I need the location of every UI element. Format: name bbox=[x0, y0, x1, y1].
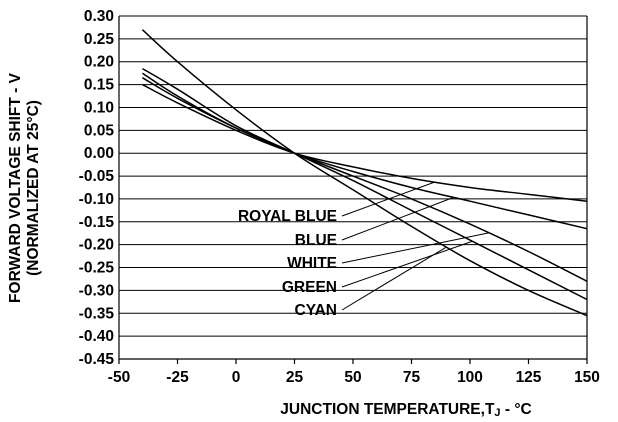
series-label-blue: BLUE bbox=[295, 232, 337, 249]
x-tick-label: 100 bbox=[457, 369, 483, 386]
y-tick-label: 0.30 bbox=[84, 8, 114, 25]
leader-line-cyan bbox=[341, 246, 447, 311]
series-label-green: GREEN bbox=[282, 279, 337, 296]
y-tick-label: -0.05 bbox=[79, 168, 115, 185]
leader-line-royal-blue bbox=[341, 181, 436, 217]
x-tick-label: 0 bbox=[232, 369, 241, 386]
y-tick-label: -0.30 bbox=[79, 282, 114, 299]
y-tick-label: 0.20 bbox=[84, 54, 114, 71]
x-tick-label: 25 bbox=[286, 369, 304, 386]
x-tick-label: 50 bbox=[344, 369, 361, 386]
series-label-cyan: CYAN bbox=[295, 302, 338, 319]
x-tick-label: 125 bbox=[516, 369, 542, 386]
leader-line-blue bbox=[341, 196, 454, 241]
series-line-royal-blue bbox=[142, 83, 588, 202]
x-tick-labels: -50 -25 0 25 50 75 100 125 150 bbox=[108, 369, 600, 386]
series-line-cyan bbox=[141, 29, 588, 317]
y-tick-label: -0.45 bbox=[79, 351, 115, 368]
x-tick-label: -50 bbox=[108, 369, 130, 386]
y-tick-label: 0.25 bbox=[84, 31, 115, 48]
y-tick-label: 0.10 bbox=[84, 99, 114, 116]
y-tick-label: -0.15 bbox=[79, 214, 115, 231]
series-label-white: WHITE bbox=[287, 255, 337, 272]
series-label-royal-blue: ROYAL BLUE bbox=[238, 208, 337, 225]
y-tick-labels: 0.30 0.25 0.20 0.15 0.10 0.05 0.00 -0.05 -0.10 -0… bbox=[79, 8, 115, 368]
leader-line-white bbox=[341, 232, 489, 264]
axes bbox=[118, 16, 588, 364]
series-line-green bbox=[142, 67, 588, 301]
x-tick-label: 150 bbox=[574, 369, 600, 386]
y-tick-label: -0.35 bbox=[79, 305, 115, 322]
y-tick-label: 0.00 bbox=[84, 145, 114, 162]
x-axis-title: JUNCTION TEMPERATURE,TJ - °C bbox=[280, 401, 531, 419]
y-tick-label: -0.40 bbox=[79, 328, 114, 345]
y-tick-label: 0.05 bbox=[84, 122, 115, 139]
y-tick-label: -0.10 bbox=[79, 191, 114, 208]
series-line-blue bbox=[142, 77, 588, 230]
y-axis-title-line-2: (NORMALIZED AT 25°C) bbox=[25, 100, 42, 276]
grid-lines bbox=[119, 15, 587, 360]
y-tick-label: -0.25 bbox=[79, 260, 115, 277]
x-tick-label: -25 bbox=[166, 369, 189, 386]
y-axis-title-line-1: FORWARD VOLTAGE SHIFT - V bbox=[7, 72, 24, 303]
x-tick-label: 75 bbox=[403, 369, 421, 386]
y-tick-label: 0.15 bbox=[84, 77, 115, 94]
series-line-white bbox=[141, 72, 588, 282]
leader-line-green bbox=[341, 240, 473, 288]
y-tick-label: -0.20 bbox=[79, 237, 114, 254]
series-labels: ROYAL BLUE BLUE WHITE GREEN CYAN bbox=[238, 181, 489, 319]
series-curves bbox=[141, 29, 588, 317]
